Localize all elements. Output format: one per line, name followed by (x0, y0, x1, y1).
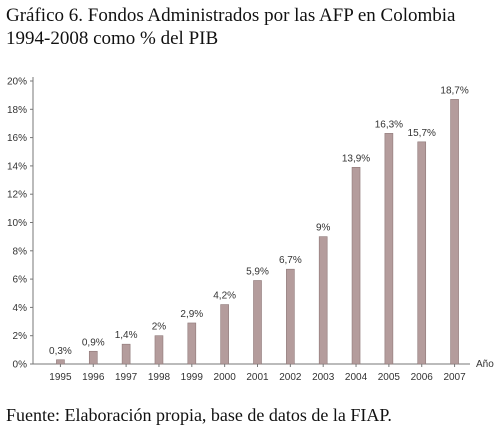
data-label-1995: 0,3% (49, 346, 72, 357)
bar-2004 (351, 167, 361, 365)
x-tick-label-1997: 1997 (115, 372, 138, 383)
x-tick-label-2005: 2005 (378, 372, 401, 383)
data-label-1997: 1,4% (115, 330, 138, 341)
bar-1997 (121, 343, 131, 365)
bar-1996 (88, 350, 98, 365)
bar-2007 (450, 99, 459, 365)
data-label-1998: 2% (152, 322, 167, 333)
bar-2006 (417, 141, 427, 365)
y-tick-label: 20% (7, 77, 27, 88)
bar-2001 (253, 280, 262, 365)
x-tick-label-2003: 2003 (312, 372, 335, 383)
x-tick-label-1996: 1996 (82, 372, 105, 383)
y-tick-label: 16% (7, 133, 27, 144)
data-label-2005: 16,3% (375, 119, 403, 130)
bar-1995 (56, 359, 65, 365)
y-tick-label: 10% (7, 218, 27, 229)
y-tick-label: 8% (13, 246, 28, 257)
bars (56, 99, 459, 365)
data-label-2006: 15,7% (408, 128, 436, 139)
x-axis-label: Año (476, 359, 494, 370)
y-tick-label: 12% (7, 190, 27, 201)
y-tick-label: 14% (7, 161, 27, 172)
chart-axes (32, 77, 470, 365)
bar-1998 (154, 335, 164, 365)
data-label-1996: 0,9% (82, 337, 105, 348)
data-label-2001: 5,9% (246, 267, 269, 278)
x-tick-label-2004: 2004 (345, 372, 368, 383)
x-tick-label-2007: 2007 (443, 372, 466, 383)
x-tick-label-2001: 2001 (246, 372, 269, 383)
data-label-2004: 13,9% (342, 153, 370, 164)
x-tick-label-1995: 1995 (49, 372, 72, 383)
x-tick-label-2002: 2002 (279, 372, 302, 383)
data-labels: 0,3% 0,9% 1,4% 2% 2,9% 4,2% 5,9% 6,7% 9% 13,9% 16,… (49, 85, 469, 356)
y-axis-ticks: 0% 2% 4% 6% 8% 10% 12% 14% 16% 18% 20% (7, 77, 33, 371)
y-tick-label: 0% (13, 360, 28, 371)
x-tick-label-2006: 2006 (411, 372, 434, 383)
bar-2000 (220, 304, 229, 365)
y-tick-label: 2% (13, 331, 28, 342)
x-tick-label-1999: 1999 (181, 372, 204, 383)
bar-2002 (286, 268, 295, 365)
y-tick-label: 4% (13, 303, 28, 314)
source-note: Fuente: Elaboración propia, base de dato… (6, 405, 392, 425)
chart-title-line1: Gráfico 6. Fondos Administrados por las … (6, 5, 456, 26)
data-label-2003: 9% (316, 223, 331, 234)
x-tick-label-2000: 2000 (214, 372, 237, 383)
y-tick-label: 6% (13, 275, 28, 286)
data-label-2007: 18,7% (440, 85, 468, 96)
x-axis-ticks: 1995 1996 1997 1998 1999 2000 2001 2002 2003 2004… (49, 364, 466, 383)
data-label-2000: 4,2% (213, 291, 236, 302)
bar-1999 (187, 322, 197, 365)
bar-2005 (384, 133, 394, 365)
data-label-1999: 2,9% (180, 309, 203, 320)
x-tick-label-1998: 1998 (148, 372, 171, 383)
chart-title: Gráfico 6. Fondos Administrados por las … (6, 4, 496, 50)
bar-2003 (318, 236, 328, 365)
data-label-2002: 6,7% (279, 255, 302, 266)
chart-title-line2: 1994-2008 como % del PIB (6, 28, 219, 49)
bar-chart: 0% 2% 4% 6% 8% 10% 12% 14% 16% 18% 20% 0,3% 0,9% 1,4… (7, 77, 494, 384)
y-tick-label: 18% (7, 105, 27, 116)
